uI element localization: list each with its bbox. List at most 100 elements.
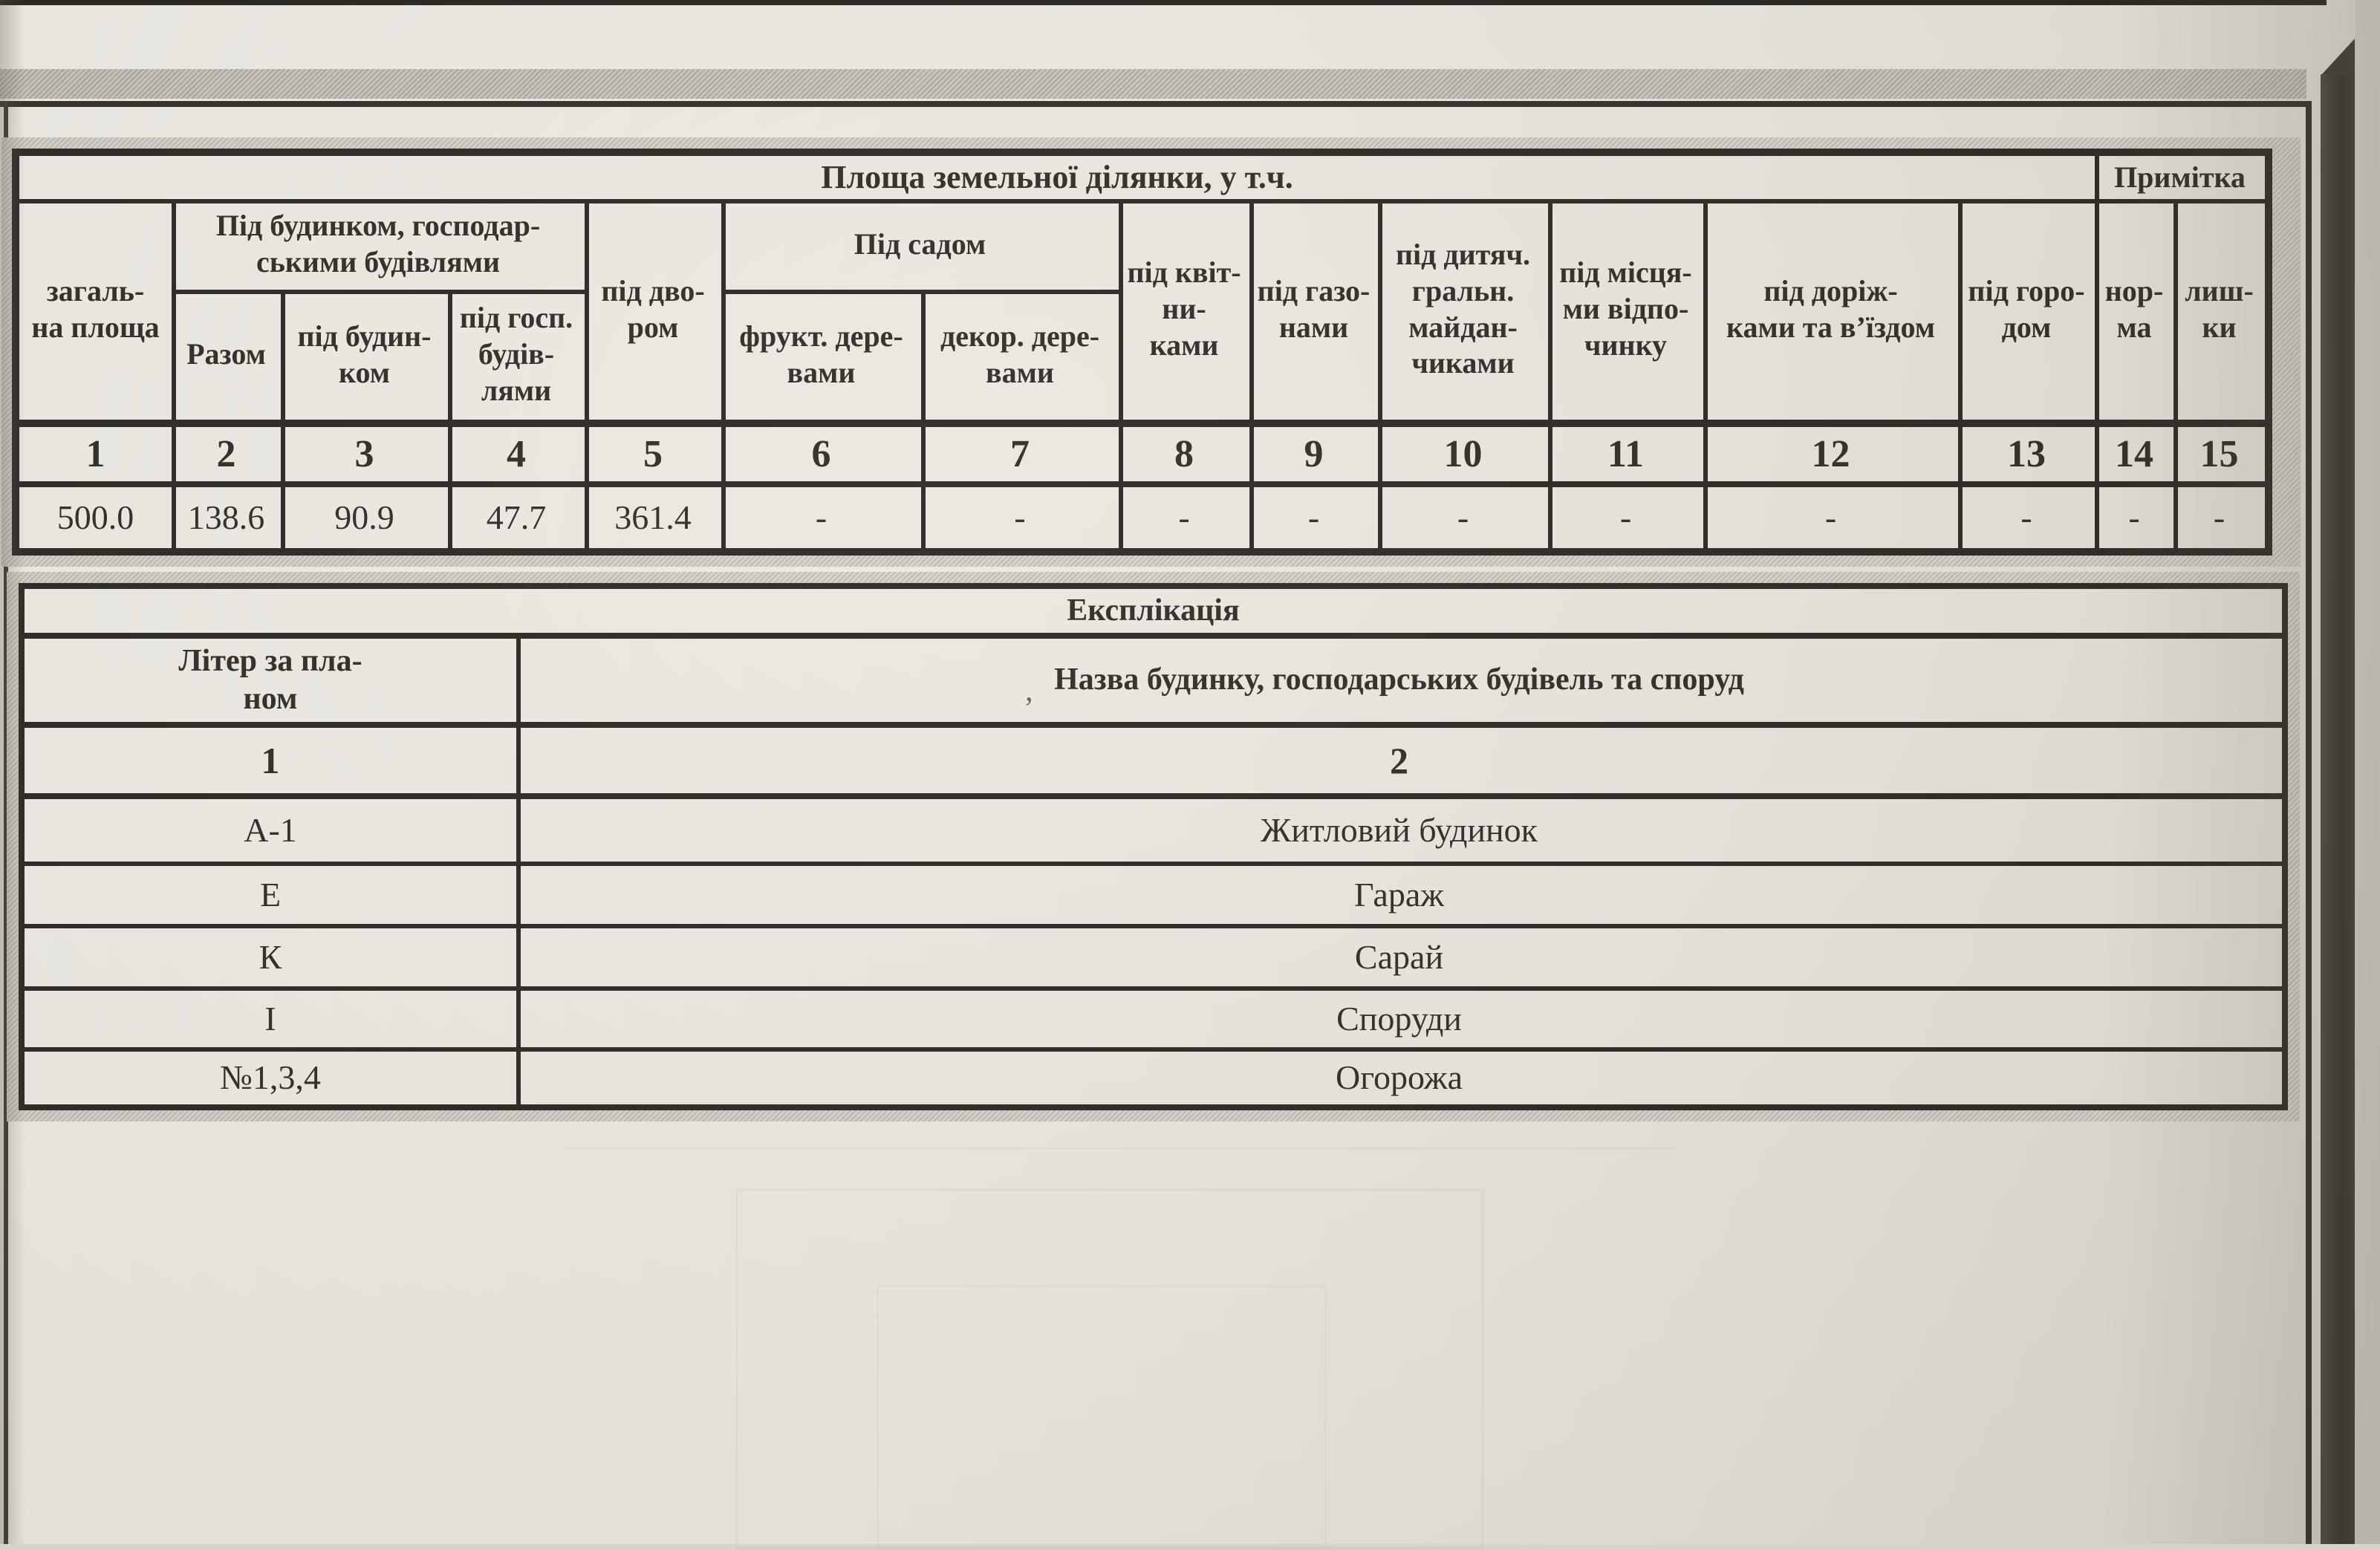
grid-line xyxy=(585,199,589,548)
explication-cell: 1 xyxy=(261,739,280,781)
col-number: 8 xyxy=(1174,432,1194,475)
grid-line xyxy=(25,633,2282,639)
col-header-playgrounds: під дитяч. гральн. майдан- чиками xyxy=(1396,237,1530,380)
area-value: - xyxy=(1619,498,1632,536)
col-header-paths-entrance: під доріж- ками та в’їздом xyxy=(1726,273,1935,344)
explication-name: Житловий будинок xyxy=(1261,810,1538,849)
area-value: 500.0 xyxy=(56,498,134,536)
grid-line xyxy=(172,290,585,294)
col-number: 9 xyxy=(1304,432,1324,475)
area-value: 361.4 xyxy=(614,498,692,536)
grid-line xyxy=(721,199,726,548)
explication-letter: №1,3,4 xyxy=(220,1058,321,1097)
col-header-together: Разом xyxy=(186,337,266,371)
col-header-norm: нор- ма xyxy=(2104,273,2164,344)
grid-line xyxy=(1378,199,1382,548)
explication-letter: К xyxy=(259,937,282,976)
col-header-name: Назва будинку, господарських будівель та… xyxy=(1054,662,1744,697)
group-header-under-building: Під будинком, господар- ськими будівлями xyxy=(215,209,541,279)
grid-line xyxy=(721,290,1119,294)
grid-line xyxy=(25,722,2282,728)
grid-line xyxy=(25,793,2282,799)
note-header: Примітка xyxy=(2114,160,2246,194)
area-value: - xyxy=(1824,498,1837,536)
col-number: 4 xyxy=(507,432,526,475)
col-number: 3 xyxy=(354,432,374,475)
area-value: - xyxy=(815,498,828,536)
col-number: 2 xyxy=(216,432,236,475)
col-number: 12 xyxy=(1811,432,1850,475)
grid-line xyxy=(19,199,2265,203)
col-number: 15 xyxy=(2199,432,2239,475)
col-header-under-yard: під дво- ром xyxy=(601,273,705,344)
group-header-under-garden: Під садом xyxy=(854,227,986,261)
grid-line xyxy=(2095,156,2099,548)
area-value: - xyxy=(2128,498,2140,536)
grid-line xyxy=(1958,199,1963,548)
col-header-surplus: лиш- ки xyxy=(2185,273,2254,344)
page-frame-left-line xyxy=(4,101,8,1544)
area-value: - xyxy=(2020,498,2032,536)
col-number: 11 xyxy=(1607,432,1645,475)
page-frame-top-line xyxy=(0,101,2312,107)
grid-line xyxy=(172,199,176,548)
grid-line xyxy=(2173,199,2178,548)
explication-letter: І xyxy=(264,999,276,1038)
area-value: 138.6 xyxy=(187,498,265,536)
explication-name: Гараж xyxy=(1353,875,1445,914)
col-number: 5 xyxy=(643,432,663,475)
area-value: 90.9 xyxy=(334,498,394,536)
col-header-flowerbeds: під квіт- ни- ками xyxy=(1127,255,1241,362)
area-value: - xyxy=(2213,498,2225,536)
explication-table: Експлікація Літер за пла- ном Назва буди… xyxy=(19,583,2288,1110)
col-header-garden-plot: під горо- дом xyxy=(1968,273,2085,344)
explication-name: Огорожа xyxy=(1336,1058,1463,1097)
col-header-rest-places: під місця- ми відпо- чинку xyxy=(1559,255,1692,362)
page-frame-right-line xyxy=(2306,101,2312,1544)
page-edge-shadow-band xyxy=(2321,74,2355,1544)
grid-line xyxy=(448,290,452,548)
col-number: 10 xyxy=(1443,432,1483,475)
grid-line xyxy=(1119,199,1123,548)
col-header-under-farm-buildings: під госп. будів- лями xyxy=(459,301,573,407)
explication-cell: 2 xyxy=(1390,739,1408,781)
area-table: Площа земельної ділянки, у т.ч. Примітка… xyxy=(12,149,2272,556)
area-value: - xyxy=(1014,498,1026,536)
grid-line xyxy=(1249,199,1254,548)
col-number: 6 xyxy=(811,432,831,475)
explication-letter: А-1 xyxy=(244,810,297,849)
col-number: 13 xyxy=(2007,432,2046,475)
col-header-fruit-trees: фрукт. дере- вами xyxy=(739,319,903,389)
grid-line xyxy=(25,1047,2282,1052)
col-header-total-area: загаль- на площа xyxy=(31,273,160,344)
grid-line xyxy=(19,420,2265,427)
area-value: - xyxy=(1178,498,1190,536)
grid-line xyxy=(1548,199,1552,548)
area-value: - xyxy=(1307,498,1320,536)
explication-name: Споруди xyxy=(1336,999,1462,1038)
page-frame-top-band xyxy=(0,69,2306,99)
grid-line xyxy=(25,924,2282,928)
stray-mark: ʼ xyxy=(1024,691,1034,726)
grid-line xyxy=(921,290,926,548)
col-number: 7 xyxy=(1010,432,1030,475)
col-header-decor-trees: декор. дере- вами xyxy=(940,319,1100,389)
area-value: - xyxy=(1457,498,1469,536)
col-header-letter: Літер за пла- ном xyxy=(178,643,362,716)
area-table-title: Площа земельної ділянки, у т.ч. xyxy=(821,159,1293,196)
photo-top-strip xyxy=(0,0,2327,5)
col-number: 1 xyxy=(85,432,105,475)
explication-letter: Е xyxy=(259,875,282,914)
col-header-under-house: під будин- ком xyxy=(297,319,432,389)
col-header-lawns: під газо- нами xyxy=(1257,273,1371,344)
grid-line xyxy=(1703,199,1708,548)
grid-line xyxy=(19,481,2265,487)
grid-line xyxy=(281,290,285,548)
page-edge-paper-strip xyxy=(2355,0,2380,1544)
explication-title: Експлікація xyxy=(1067,593,1240,628)
col-number: 14 xyxy=(2115,432,2153,475)
area-value: 47.7 xyxy=(486,498,547,536)
explication-name: Сарай xyxy=(1354,937,1444,976)
grid-line xyxy=(25,986,2282,991)
grid-line xyxy=(516,633,521,1104)
